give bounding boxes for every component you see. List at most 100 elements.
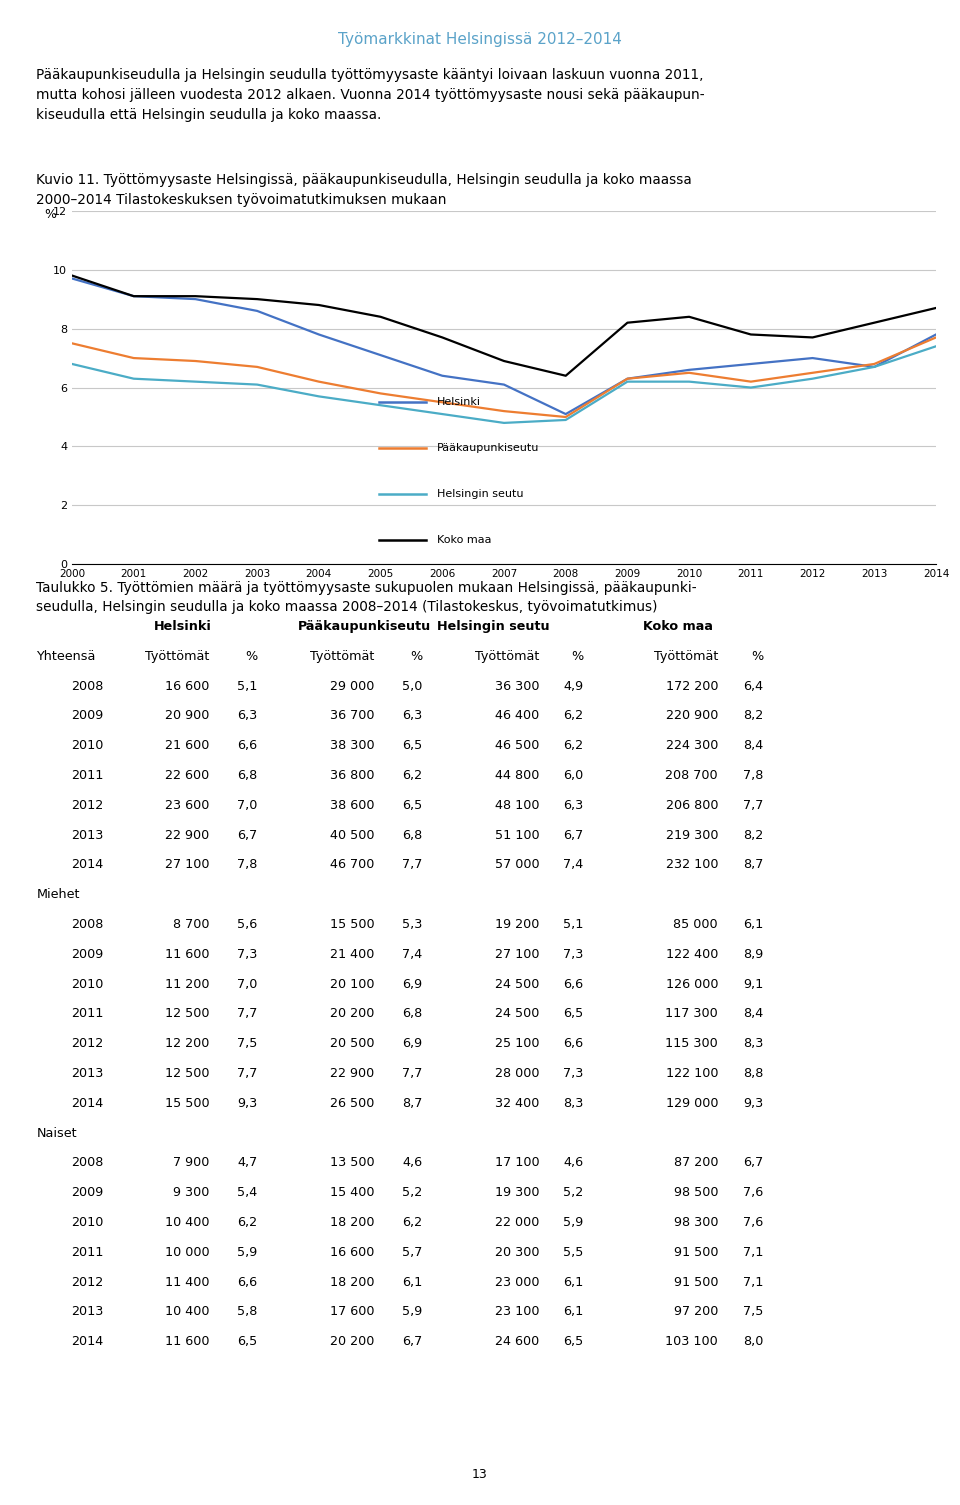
Text: 6,6: 6,6 [237,739,257,752]
Text: Yhteensä: Yhteensä [36,650,96,662]
Text: 6,2: 6,2 [402,769,422,783]
Text: 4,6: 4,6 [402,1156,422,1169]
Text: 2010: 2010 [71,978,104,990]
Text: 103 100: 103 100 [665,1335,718,1348]
Text: 85 000: 85 000 [674,918,718,932]
Text: 6,7: 6,7 [237,829,257,841]
Text: Työttömät: Työttömät [475,650,540,662]
Text: 6,5: 6,5 [237,1335,257,1348]
Text: 2012: 2012 [71,1276,104,1288]
Text: 5,3: 5,3 [402,918,422,932]
Text: Pääkaupunkiseutu: Pääkaupunkiseutu [298,620,431,634]
Text: 5,0: 5,0 [402,680,422,692]
Text: 129 000: 129 000 [665,1097,718,1109]
Text: 6,2: 6,2 [564,739,584,752]
Text: 22 000: 22 000 [495,1216,540,1230]
Text: 10 000: 10 000 [165,1246,209,1258]
Text: 6,2: 6,2 [402,1216,422,1230]
Text: 2008: 2008 [71,680,104,692]
Text: 2008: 2008 [71,918,104,932]
Text: 6,1: 6,1 [564,1276,584,1288]
Text: 5,9: 5,9 [402,1305,422,1318]
Text: 44 800: 44 800 [495,769,540,783]
Text: 8,4: 8,4 [743,739,763,752]
Text: 6,1: 6,1 [564,1305,584,1318]
Text: 6,3: 6,3 [237,709,257,722]
Text: 20 100: 20 100 [330,978,374,990]
Text: 6,4: 6,4 [743,680,763,692]
Text: 22 600: 22 600 [165,769,209,783]
Text: 8,0: 8,0 [743,1335,763,1348]
Text: Työttömät: Työttömät [654,650,718,662]
Text: 6,5: 6,5 [564,1007,584,1020]
Text: 25 100: 25 100 [495,1037,540,1050]
Text: 16 600: 16 600 [165,680,209,692]
Text: 7,3: 7,3 [564,1067,584,1081]
Text: 8,9: 8,9 [743,948,763,960]
Text: 27 100: 27 100 [495,948,540,960]
Text: %: % [751,650,763,662]
Text: 6,7: 6,7 [743,1156,763,1169]
Text: Kuvio 11. Työttömyysaste Helsingissä, pääkaupunkiseudulla, Helsingin seudulla ja: Kuvio 11. Työttömyysaste Helsingissä, pä… [36,173,692,187]
Text: 32 400: 32 400 [495,1097,540,1109]
Text: 11 200: 11 200 [165,978,209,990]
Text: 12 500: 12 500 [165,1007,209,1020]
Text: 115 300: 115 300 [665,1037,718,1050]
Text: Työmarkkinat Helsingissä 2012–2014: Työmarkkinat Helsingissä 2012–2014 [338,32,622,47]
Text: 13: 13 [472,1467,488,1481]
Text: Työttömät: Työttömät [145,650,209,662]
Text: 7,7: 7,7 [402,1067,422,1081]
Text: %: % [245,650,257,662]
Text: 7 900: 7 900 [173,1156,209,1169]
Text: Pääkaupunkiseutu: Pääkaupunkiseutu [437,442,539,453]
Text: 38 300: 38 300 [330,739,374,752]
Text: 9 300: 9 300 [173,1186,209,1199]
Text: 29 000: 29 000 [330,680,374,692]
Text: %: % [571,650,584,662]
Text: 6,8: 6,8 [237,769,257,783]
Text: 97 200: 97 200 [674,1305,718,1318]
Text: 5,7: 5,7 [402,1246,422,1258]
Text: 208 700: 208 700 [665,769,718,783]
Text: 5,2: 5,2 [402,1186,422,1199]
Text: Helsingin seutu: Helsingin seutu [437,620,549,634]
Text: 91 500: 91 500 [674,1246,718,1258]
Text: Helsinki: Helsinki [437,397,481,406]
Text: 24 500: 24 500 [495,978,540,990]
Text: 24 500: 24 500 [495,1007,540,1020]
Text: 5,9: 5,9 [237,1246,257,1258]
Text: Miehet: Miehet [36,888,80,901]
Text: 7,6: 7,6 [743,1216,763,1230]
Text: 17 600: 17 600 [330,1305,374,1318]
Text: 13 500: 13 500 [330,1156,374,1169]
Text: 8,7: 8,7 [402,1097,422,1109]
Text: 122 400: 122 400 [665,948,718,960]
Text: 2012: 2012 [71,1037,104,1050]
Text: 2000–2014 Tilastokeskuksen työvoimatutkimuksen mukaan: 2000–2014 Tilastokeskuksen työvoimatutki… [36,193,447,206]
Text: 5,2: 5,2 [564,1186,584,1199]
Text: 18 200: 18 200 [330,1216,374,1230]
Text: 232 100: 232 100 [665,858,718,871]
Text: 7,7: 7,7 [402,858,422,871]
Text: 6,2: 6,2 [237,1216,257,1230]
Text: 23 600: 23 600 [165,799,209,811]
Text: 21 600: 21 600 [165,739,209,752]
Text: 2012: 2012 [71,799,104,811]
Text: Helsingin seutu: Helsingin seutu [437,489,523,498]
Text: 51 100: 51 100 [495,829,540,841]
Text: 7,3: 7,3 [564,948,584,960]
Text: 11 400: 11 400 [165,1276,209,1288]
Text: 12 500: 12 500 [165,1067,209,1081]
Text: 12 200: 12 200 [165,1037,209,1050]
Text: 57 000: 57 000 [495,858,540,871]
Text: 6,9: 6,9 [402,1037,422,1050]
Text: Naiset: Naiset [36,1127,77,1139]
Text: 6,7: 6,7 [564,829,584,841]
Text: 6,5: 6,5 [402,739,422,752]
Text: 20 500: 20 500 [330,1037,374,1050]
Text: 224 300: 224 300 [665,739,718,752]
Text: 6,0: 6,0 [564,769,584,783]
Text: 7,4: 7,4 [564,858,584,871]
Text: 7,5: 7,5 [237,1037,257,1050]
Text: Taulukko 5. Työttömien määrä ja työttömyysaste sukupuolen mukaan Helsingissä, pä: Taulukko 5. Työttömien määrä ja työttömy… [36,581,697,594]
